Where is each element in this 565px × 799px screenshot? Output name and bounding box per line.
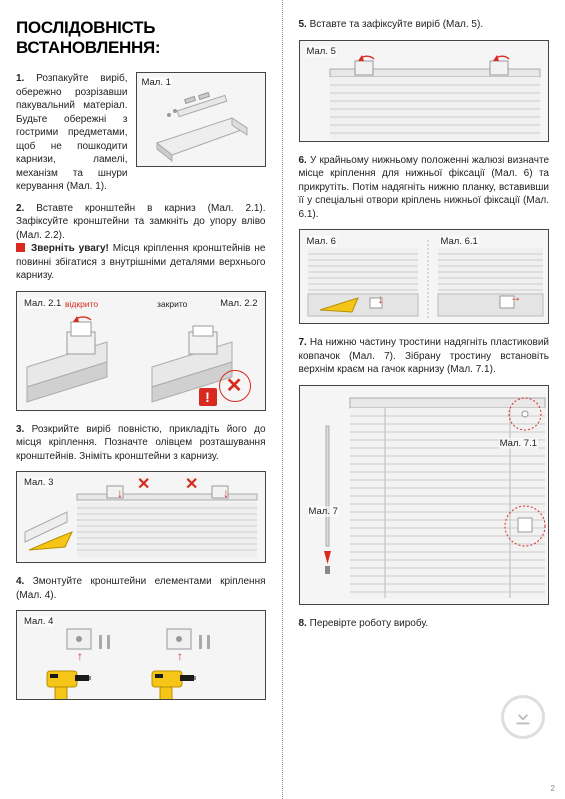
closed-label: закрито	[157, 299, 187, 309]
step-7-text: 7. На нижню частину тростини надягніть п…	[299, 336, 550, 377]
step-4-text: 4. Змонтуйте кронштейни елементами кріпл…	[16, 575, 266, 602]
step-6-text: 6. У крайньому нижньому положенні жалюзі…	[299, 154, 550, 222]
figure-2: Мал. 2.1 Мал. 2.2 відкрито закрито ✕ !	[16, 291, 266, 411]
red-arrow-6b: →	[510, 290, 522, 304]
step-2a-body: Вставте кронштейн в карниз (Мал. 2.1). З…	[16, 203, 266, 241]
figure-6: Мал. 6 Мал. 6.1	[299, 229, 550, 324]
red-arrow-2: ↓	[223, 486, 229, 500]
step-8-text: 8. Перевірте роботу виробу.	[299, 617, 550, 631]
step-3-num: 3.	[16, 424, 24, 435]
step-5-num: 5.	[299, 19, 307, 30]
figure-4-label: Мал. 4	[23, 616, 54, 627]
red-arrow-d2: ↑	[177, 649, 183, 663]
figure-3: Мал. 3 ✕ ✕ ↓ ↓	[16, 471, 266, 563]
step-4-body: Змонтуйте кронштейни елементами кріпленн…	[16, 576, 266, 601]
red-x-2: ✕	[185, 474, 198, 494]
figure-5-label: Мал. 5	[306, 46, 337, 57]
page-number: 2	[551, 784, 555, 793]
step-2-text: 2. Вставте кронштейн в карниз (Мал. 2.1)…	[16, 202, 266, 283]
red-x-1: ✕	[137, 474, 150, 494]
step-5-text: 5. Вставте та зафіксуйте виріб (Мал. 5).	[299, 18, 550, 32]
step-7-body: На нижню частину тростини надягніть плас…	[299, 337, 550, 375]
step-6-body: У крайньому нижньому положенні жалюзі ви…	[299, 155, 550, 220]
figure-21-label: Мал. 2.1	[23, 298, 62, 309]
warning-square-icon	[16, 243, 25, 252]
figure-7-label: Мал. 7	[308, 506, 339, 517]
step-1-num: 1.	[16, 73, 24, 84]
figure-22-label: Мал. 2.2	[219, 298, 258, 309]
figure-3-label: Мал. 3	[23, 477, 54, 488]
step-2-num: 2.	[16, 203, 24, 214]
red-arrow-6a: ↓	[378, 292, 384, 306]
right-column: 5. Вставте та зафіксуйте виріб (Мал. 5).…	[283, 0, 565, 799]
step-7-num: 7.	[299, 337, 307, 348]
step-8-body: Перевірте роботу виробу.	[310, 618, 429, 629]
download-badge-icon	[501, 695, 545, 739]
red-x-icon: ✕	[226, 373, 243, 398]
step-4-num: 4.	[16, 576, 24, 587]
step-3-text: 3. Розкрийте виріб повністю, прикладіть …	[16, 423, 266, 464]
figure-71-label: Мал. 7.1	[499, 438, 538, 449]
open-label: відкрито	[65, 299, 98, 309]
figure-61-label: Мал. 6.1	[440, 236, 479, 247]
figure-4: Мал. 4	[16, 610, 266, 700]
red-arrow-1: ↓	[117, 486, 123, 500]
step-5-body: Вставте та зафіксуйте виріб (Мал. 5).	[310, 19, 483, 30]
figure-1: Мал. 1	[136, 72, 266, 167]
step-8-num: 8.	[299, 618, 307, 629]
step-2b-prefix: Зверніть увагу!	[31, 243, 109, 254]
left-column: ПОСЛІДОВНІСТЬ ВСТАНОВЛЕННЯ: Мал. 1 1. Ро…	[0, 0, 283, 799]
figure-5: Мал. 5	[299, 40, 550, 142]
step-1-block: Мал. 1 1. Розпакуйте виріб, обережно роз…	[16, 72, 266, 202]
page-title: ПОСЛІДОВНІСТЬ ВСТАНОВЛЕННЯ:	[16, 18, 266, 58]
figure-6-label: Мал. 6	[306, 236, 337, 247]
red-arrow-d1: ↑	[77, 649, 83, 663]
warning-icon: !	[199, 388, 217, 406]
step-1-body: Розпакуйте виріб, обережно розрізавши па…	[16, 73, 128, 192]
figure-1-label: Мал. 1	[141, 77, 172, 88]
step-3-body: Розкрийте виріб повністю, прикладіть йог…	[16, 424, 266, 462]
figure-7: Мал. 7 Мал. 7.1	[299, 385, 550, 605]
step-6-num: 6.	[299, 155, 307, 166]
figure-7-illustration	[300, 386, 549, 605]
